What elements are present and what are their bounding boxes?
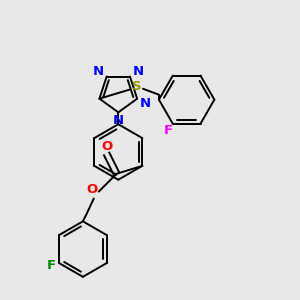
Text: N: N (132, 65, 143, 78)
Text: N: N (140, 97, 151, 110)
Text: N: N (113, 114, 124, 127)
Text: F: F (46, 260, 56, 272)
Text: O: O (101, 140, 112, 152)
Text: S: S (132, 80, 142, 93)
Text: O: O (86, 183, 98, 196)
Text: N: N (93, 65, 104, 78)
Text: F: F (164, 124, 173, 137)
